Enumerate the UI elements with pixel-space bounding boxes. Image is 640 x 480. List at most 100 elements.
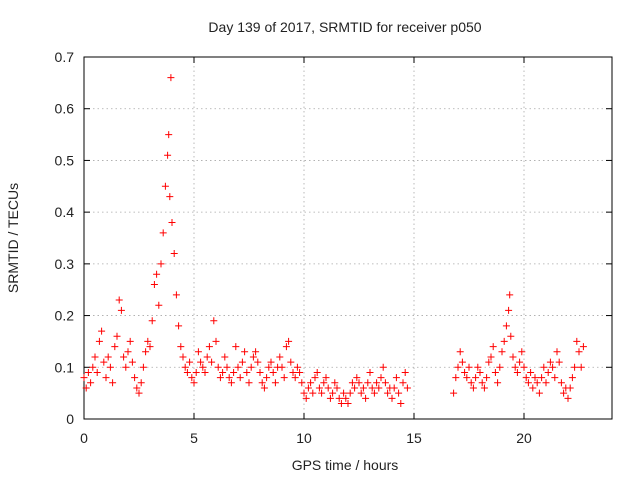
data-point bbox=[205, 343, 213, 351]
data-point bbox=[551, 374, 559, 382]
data-point bbox=[333, 384, 341, 392]
data-point bbox=[553, 348, 561, 356]
data-point bbox=[84, 368, 92, 376]
data-point bbox=[285, 337, 293, 345]
data-point bbox=[109, 379, 117, 387]
data-point bbox=[263, 374, 271, 382]
data-point bbox=[362, 394, 370, 402]
data-point bbox=[485, 358, 493, 366]
data-point bbox=[212, 337, 220, 345]
data-point bbox=[139, 363, 147, 371]
data-point bbox=[265, 363, 273, 371]
data-point bbox=[87, 379, 95, 387]
data-point bbox=[278, 363, 286, 371]
data-point bbox=[186, 358, 194, 366]
y-tick-label: 0.6 bbox=[55, 101, 75, 117]
data-point bbox=[126, 337, 134, 345]
data-point bbox=[324, 384, 332, 392]
data-point bbox=[267, 358, 275, 366]
data-point bbox=[137, 379, 145, 387]
data-point bbox=[302, 394, 310, 402]
data-point bbox=[381, 379, 389, 387]
grid bbox=[84, 57, 612, 419]
data-point bbox=[80, 374, 88, 382]
data-point bbox=[555, 358, 563, 366]
data-point bbox=[342, 394, 350, 402]
data-point bbox=[318, 389, 326, 397]
data-point bbox=[509, 353, 517, 361]
data-point bbox=[366, 368, 374, 376]
data-point bbox=[135, 389, 143, 397]
data-point bbox=[476, 368, 484, 376]
data-point bbox=[133, 384, 141, 392]
x-tick-label: 15 bbox=[406, 430, 422, 446]
data-point bbox=[98, 327, 106, 335]
data-point bbox=[254, 358, 262, 366]
data-point bbox=[190, 379, 198, 387]
data-point bbox=[461, 368, 469, 376]
data-point bbox=[335, 394, 343, 402]
data-point bbox=[529, 384, 537, 392]
data-point bbox=[403, 384, 411, 392]
y-tick-label: 0.7 bbox=[55, 49, 75, 65]
data-point bbox=[287, 358, 295, 366]
data-point bbox=[379, 363, 387, 371]
data-point bbox=[120, 353, 128, 361]
data-points bbox=[80, 74, 587, 407]
data-point bbox=[192, 368, 200, 376]
data-point bbox=[168, 218, 176, 226]
data-point bbox=[113, 332, 121, 340]
data-point bbox=[575, 348, 583, 356]
data-point bbox=[474, 363, 482, 371]
y-tick-label: 0.1 bbox=[55, 359, 75, 375]
y-tick-label: 0.3 bbox=[55, 256, 75, 272]
data-point bbox=[340, 389, 348, 397]
data-point bbox=[522, 374, 530, 382]
data-point bbox=[172, 291, 180, 299]
chart-title: Day 139 of 2017, SRMTID for receiver p05… bbox=[208, 19, 481, 35]
data-point bbox=[364, 379, 372, 387]
data-point bbox=[243, 368, 251, 376]
data-point bbox=[516, 358, 524, 366]
data-point bbox=[221, 353, 229, 361]
data-point bbox=[527, 368, 535, 376]
data-point bbox=[131, 374, 139, 382]
data-point bbox=[227, 379, 235, 387]
data-point bbox=[469, 384, 477, 392]
data-point bbox=[458, 358, 466, 366]
data-point bbox=[203, 353, 211, 361]
data-point bbox=[373, 379, 381, 387]
data-point bbox=[298, 379, 306, 387]
data-point bbox=[167, 74, 175, 82]
data-point bbox=[153, 270, 161, 278]
axis-ticks bbox=[83, 56, 612, 420]
data-point bbox=[100, 358, 108, 366]
data-point bbox=[399, 379, 407, 387]
data-point bbox=[247, 363, 255, 371]
x-axis-label: GPS time / hours bbox=[292, 457, 399, 473]
data-point bbox=[256, 368, 264, 376]
data-point bbox=[210, 317, 218, 325]
data-point bbox=[397, 399, 405, 407]
data-point bbox=[93, 368, 101, 376]
data-point bbox=[293, 363, 301, 371]
data-point bbox=[524, 379, 532, 387]
data-point bbox=[370, 389, 378, 397]
data-point bbox=[269, 368, 277, 376]
data-point bbox=[241, 348, 249, 356]
data-point bbox=[478, 379, 486, 387]
data-point bbox=[208, 358, 216, 366]
data-point bbox=[104, 353, 112, 361]
data-point bbox=[201, 368, 209, 376]
data-point bbox=[535, 389, 543, 397]
data-point bbox=[450, 389, 458, 397]
data-point bbox=[282, 343, 290, 351]
data-point bbox=[183, 368, 191, 376]
data-point bbox=[117, 306, 125, 314]
data-point bbox=[472, 374, 480, 382]
data-point bbox=[276, 353, 284, 361]
data-point bbox=[300, 389, 308, 397]
y-tick-label: 0.4 bbox=[55, 204, 75, 220]
y-axis-label: SRMTID / TECUs bbox=[5, 183, 21, 293]
